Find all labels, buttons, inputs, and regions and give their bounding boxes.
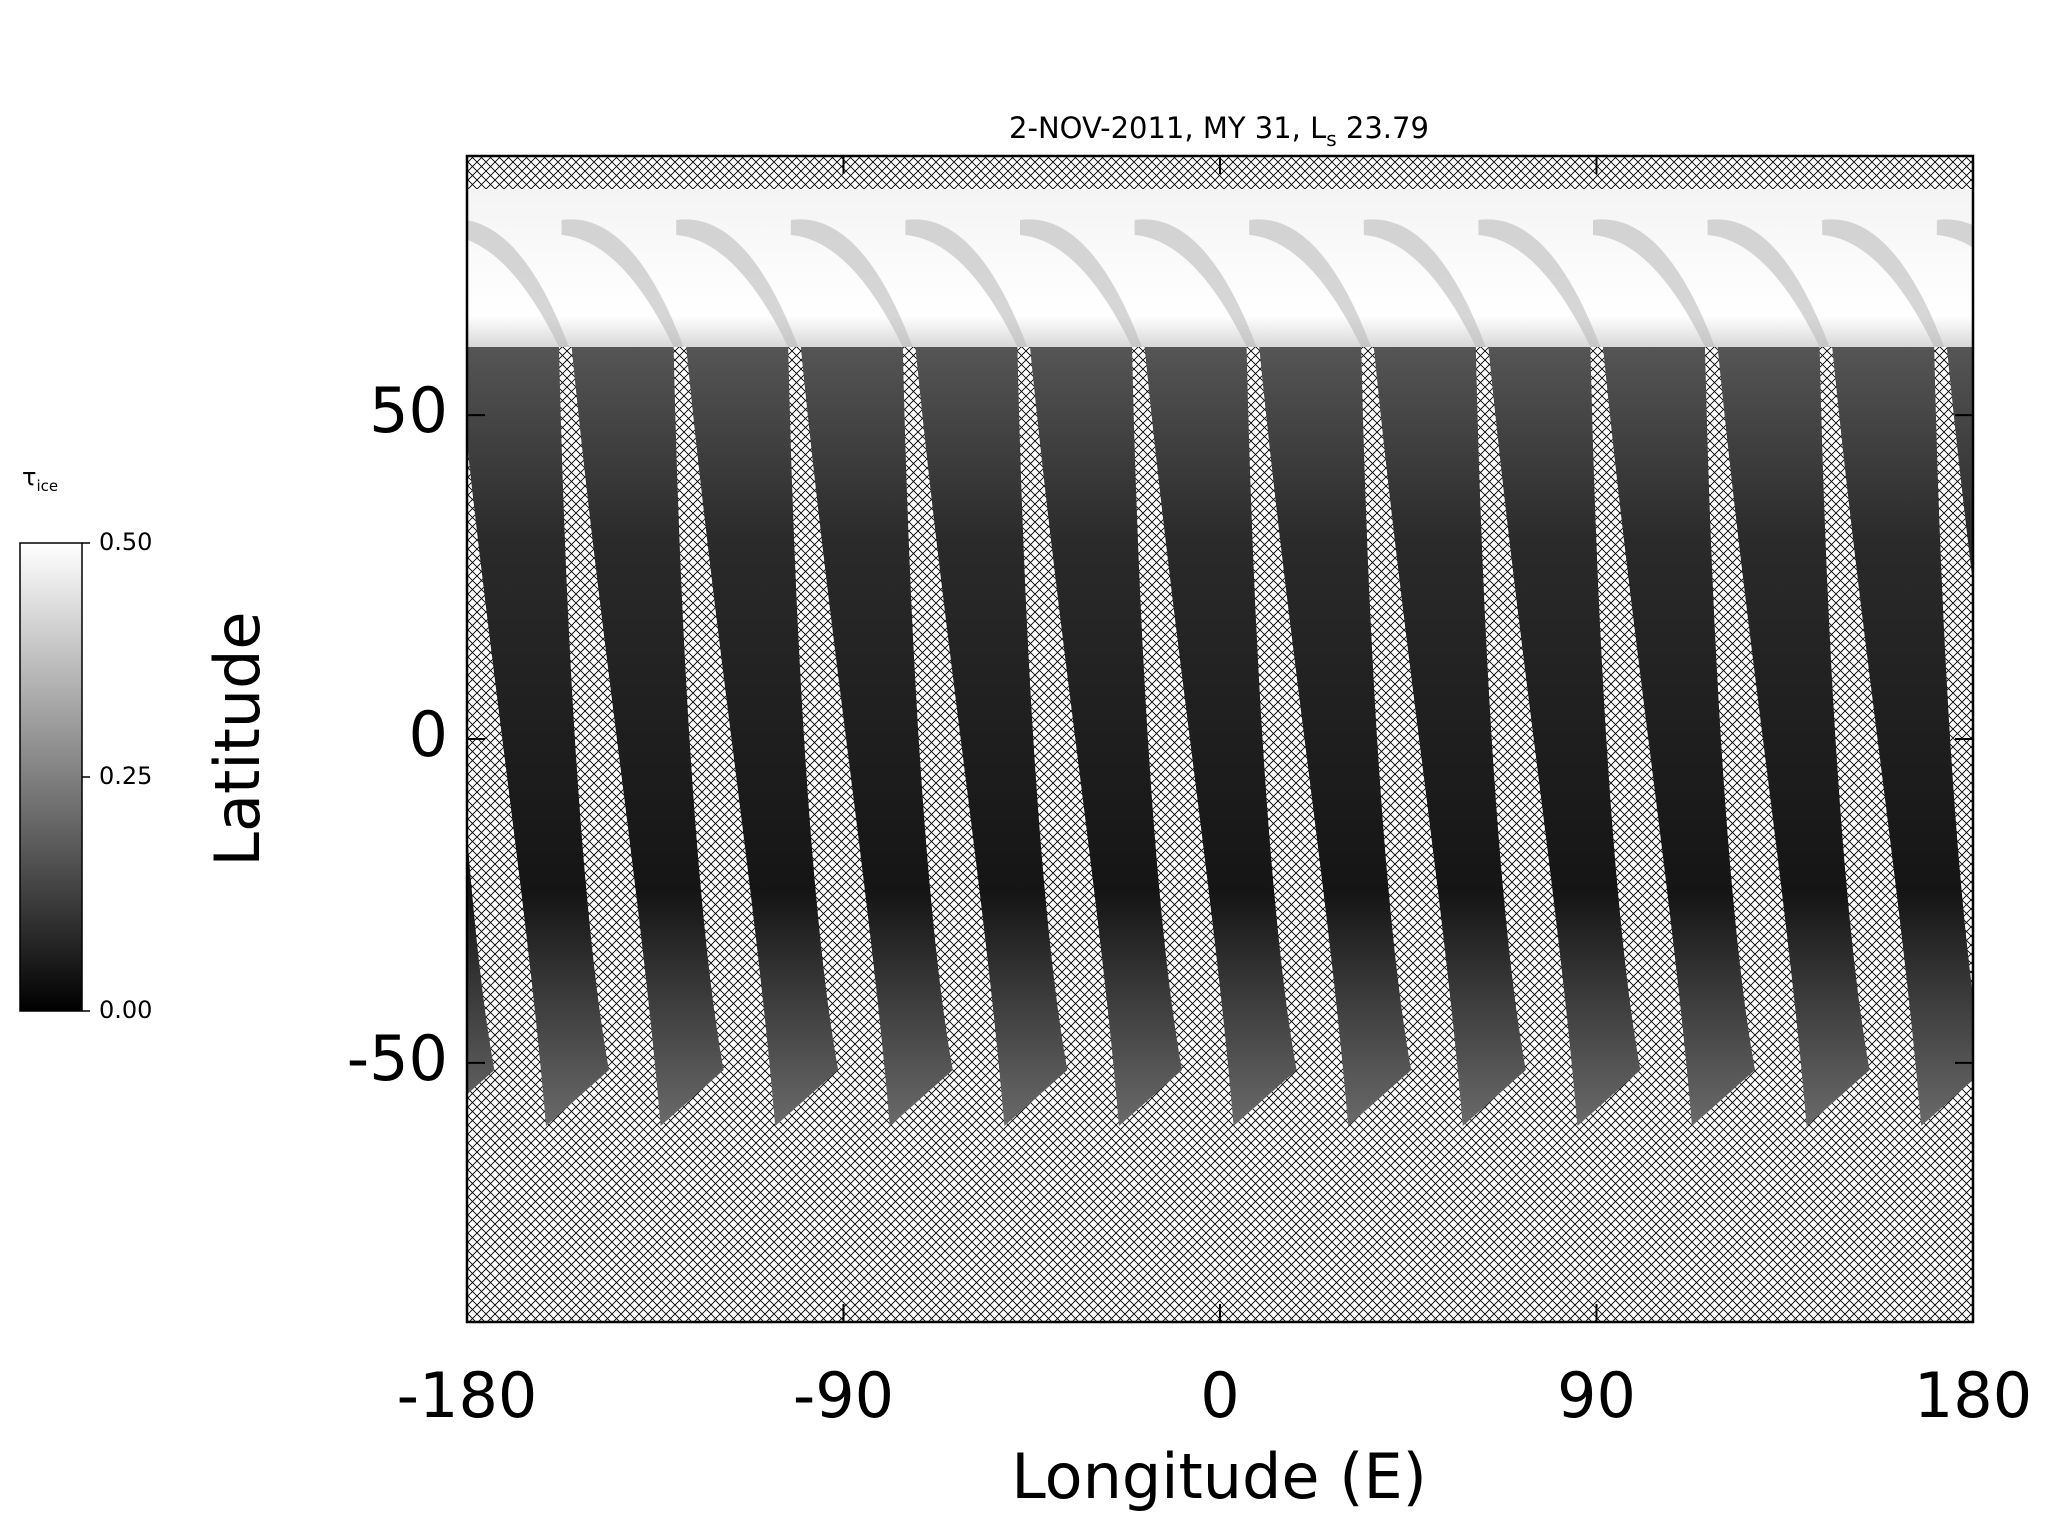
colorbar-label: τice: [22, 463, 58, 495]
colorbar-label-part: τ: [22, 463, 36, 491]
y-tick-label: 0: [409, 698, 448, 771]
colorbar-tick-label: 0.00: [99, 996, 152, 1024]
y-tick-label: 50: [369, 374, 448, 447]
swaths: [467, 189, 1973, 1126]
x-tick-label: 90: [1557, 1359, 1636, 1432]
title-part: s: [1326, 127, 1336, 151]
colorbar: [19, 542, 83, 1012]
x-tick-label: 180: [1914, 1359, 2032, 1432]
colorbar-tick-label: 0.50: [99, 528, 152, 556]
chart-title: 2-NOV-2011, MY 31, Ls 23.79: [1009, 111, 1429, 151]
title-part: 23.79: [1337, 111, 1429, 145]
title-part: 2-NOV-2011, MY 31, L: [1009, 111, 1326, 145]
y-axis-title: Latitude: [201, 611, 274, 866]
x-tick-label: -90: [793, 1359, 894, 1432]
colorbar-tick-label: 0.25: [99, 762, 152, 790]
colorbar-label-part: ice: [36, 477, 58, 495]
x-tick-label: 0: [1200, 1359, 1239, 1432]
x-tick-label: -180: [397, 1359, 538, 1432]
x-axis-title: Longitude (E): [1011, 1440, 1427, 1513]
y-tick-label: -50: [347, 1022, 448, 1095]
